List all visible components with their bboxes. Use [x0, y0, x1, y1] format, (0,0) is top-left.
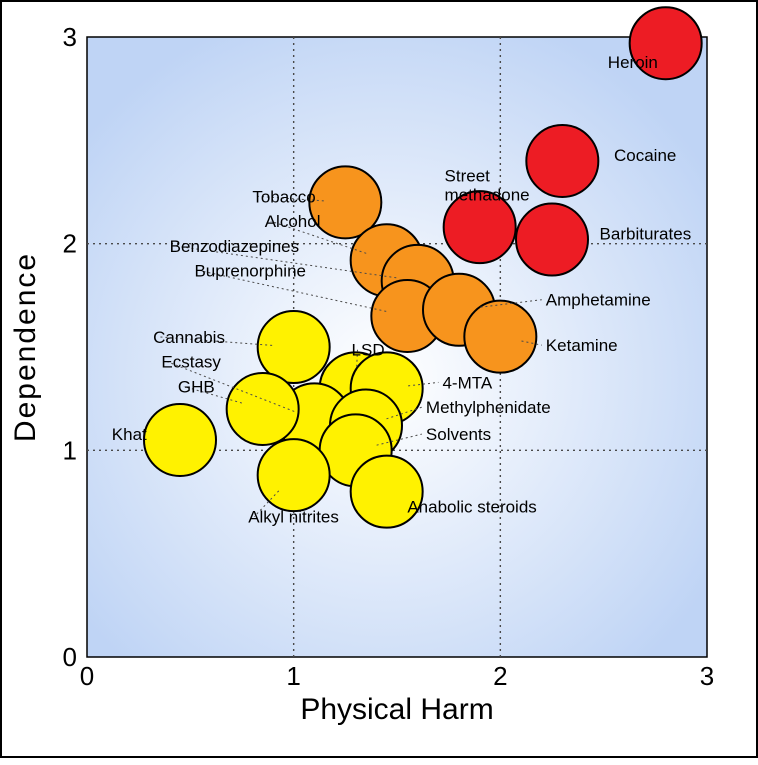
x-axis-title: Physical Harm — [300, 693, 493, 726]
data-point — [351, 456, 423, 528]
data-point — [144, 404, 216, 476]
point-label: Methylphenidate — [426, 398, 551, 417]
point-label: 4-MTA — [442, 373, 492, 392]
point-label: Tobacco — [252, 187, 315, 206]
point-label: LSD — [352, 340, 385, 359]
x-tick-label: 1 — [286, 661, 300, 691]
y-axis-title: Dependence — [9, 252, 42, 442]
point-label: Alcohol — [265, 212, 321, 231]
y-tick-label: 2 — [63, 229, 77, 259]
point-label: Alkyl nitrites — [248, 508, 339, 527]
data-point — [258, 311, 330, 383]
point-label: GHB — [178, 377, 215, 396]
x-tick-label: 3 — [700, 661, 714, 691]
data-point — [464, 301, 536, 373]
chart-frame: 0 1 2 3 0 1 2 3 Physical Harm Dependence Heroin Coc… — [0, 0, 758, 758]
point-label: Cannabis — [153, 328, 225, 347]
scatter-chart: 0 1 2 3 0 1 2 3 Physical Harm Dependence Heroin Coc… — [2, 2, 756, 756]
point-label: Ketamine — [546, 336, 618, 355]
point-label: Amphetamine — [546, 291, 651, 310]
point-label: Khat — [112, 425, 147, 444]
point-label: Cocaine — [614, 146, 676, 165]
point-label: Benzodiazepines — [170, 237, 299, 256]
point-label: Heroin — [608, 53, 658, 72]
data-point — [258, 439, 330, 511]
data-point — [526, 125, 598, 197]
point-label: Anabolic steroids — [407, 497, 536, 516]
point-label: Barbiturates — [600, 225, 692, 244]
x-tick-label: 2 — [493, 661, 507, 691]
y-tick-label: 0 — [63, 642, 77, 672]
y-tick-label: 3 — [63, 22, 77, 52]
point-label: Solvents — [426, 425, 491, 444]
y-tick-label: 1 — [63, 435, 77, 465]
x-tick-label: 0 — [80, 661, 94, 691]
point-label: Buprenorphine — [194, 262, 306, 281]
data-point — [516, 204, 588, 276]
point-label: Ecstasy — [161, 353, 221, 372]
